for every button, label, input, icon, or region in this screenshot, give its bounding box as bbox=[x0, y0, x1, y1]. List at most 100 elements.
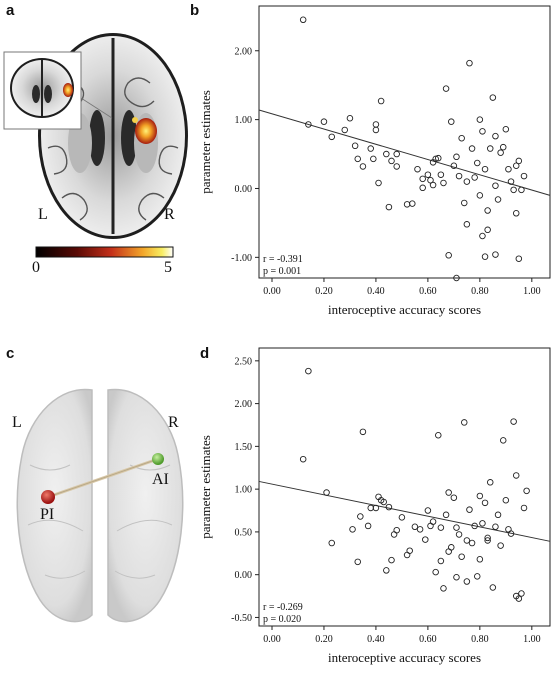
data-point bbox=[515, 595, 523, 602]
data-point bbox=[359, 428, 367, 436]
data-point bbox=[375, 179, 382, 187]
y-tick-label: 2.00 bbox=[235, 399, 253, 410]
data-point bbox=[497, 542, 504, 549]
y-tick-label: 0.00 bbox=[235, 570, 253, 581]
y-tick-label: 1.50 bbox=[235, 442, 253, 453]
data-point bbox=[474, 159, 481, 167]
data-point bbox=[450, 162, 458, 170]
data-point bbox=[445, 548, 452, 555]
pi-label: PI bbox=[40, 506, 55, 523]
data-point bbox=[518, 590, 525, 597]
data-point bbox=[437, 171, 445, 178]
data-point bbox=[437, 557, 445, 565]
data-point bbox=[466, 59, 473, 67]
data-point bbox=[481, 253, 489, 260]
data-point bbox=[463, 221, 471, 228]
y-axis-label: parameter estimates bbox=[198, 435, 213, 539]
data-point bbox=[328, 539, 335, 547]
data-point bbox=[383, 150, 390, 158]
y-tick-label: 2.50 bbox=[235, 356, 253, 367]
data-point bbox=[442, 511, 450, 519]
data-point bbox=[466, 506, 473, 513]
data-point bbox=[427, 176, 434, 184]
data-point bbox=[458, 134, 465, 142]
data-point bbox=[507, 178, 515, 185]
data-point bbox=[489, 584, 497, 591]
x-tick-label: 0.00 bbox=[263, 286, 281, 297]
x-axis-label: interoceptive accuracy scores bbox=[328, 302, 481, 317]
y-tick-label: 1.00 bbox=[235, 485, 253, 496]
data-point bbox=[432, 155, 439, 163]
data-point bbox=[429, 181, 437, 189]
data-point bbox=[341, 126, 348, 134]
x-tick-label: 0.40 bbox=[367, 634, 385, 645]
data-point bbox=[492, 132, 499, 140]
y-tick-label: -0.50 bbox=[231, 613, 252, 624]
data-point bbox=[383, 567, 390, 574]
data-point bbox=[437, 524, 445, 531]
data-point bbox=[372, 504, 380, 512]
x-tick-label: 0.60 bbox=[419, 286, 437, 297]
data-point bbox=[484, 537, 491, 544]
panel-letter-a: a bbox=[6, 2, 15, 19]
data-point bbox=[323, 489, 330, 496]
data-point bbox=[419, 184, 426, 192]
data-point bbox=[388, 556, 395, 564]
data-point bbox=[492, 523, 499, 531]
x-axis-label: interoceptive accuracy scores bbox=[328, 650, 481, 665]
stats-label: p = 0.001 bbox=[263, 266, 301, 277]
data-point bbox=[512, 472, 520, 479]
data-point bbox=[476, 192, 484, 199]
colorbar-max-label: 5 bbox=[164, 259, 172, 276]
data-point bbox=[305, 121, 312, 128]
data-point bbox=[424, 171, 432, 178]
glass-left-label: L bbox=[12, 414, 22, 431]
data-point bbox=[398, 514, 406, 521]
data-point bbox=[520, 504, 528, 512]
data-point bbox=[505, 165, 512, 173]
data-point bbox=[372, 126, 380, 134]
panel-letter-c: c bbox=[6, 345, 15, 362]
data-point bbox=[359, 163, 367, 170]
data-point bbox=[476, 556, 484, 563]
data-point bbox=[499, 143, 507, 151]
data-point bbox=[388, 157, 395, 165]
data-point bbox=[479, 128, 486, 135]
data-point bbox=[411, 523, 419, 531]
y-tick-label: 1.00 bbox=[235, 115, 253, 126]
data-point bbox=[357, 513, 364, 520]
data-point bbox=[328, 133, 335, 141]
data-point bbox=[453, 153, 460, 161]
data-point bbox=[479, 520, 486, 527]
data-point bbox=[515, 255, 523, 262]
data-point bbox=[393, 150, 400, 158]
data-point bbox=[416, 526, 424, 533]
x-tick-label: 1.00 bbox=[523, 634, 541, 645]
data-point bbox=[320, 118, 328, 125]
data-point bbox=[424, 507, 432, 514]
data-point bbox=[450, 494, 458, 501]
data-point bbox=[385, 203, 393, 211]
scatter-chart-d: 0.00 0.20 0.40 0.60 0.80 1.00 -0.50 0.00 0.50 1.0… bbox=[198, 347, 551, 665]
data-point bbox=[463, 178, 471, 185]
data-point bbox=[502, 126, 510, 133]
data-point bbox=[393, 163, 400, 170]
data-point bbox=[494, 196, 502, 203]
data-point bbox=[499, 437, 507, 444]
data-point bbox=[349, 526, 356, 533]
y-tick-label: -1.00 bbox=[231, 253, 252, 264]
data-point bbox=[299, 455, 307, 463]
stats-label: r = -0.391 bbox=[263, 254, 303, 265]
data-point bbox=[468, 539, 476, 547]
colorbar bbox=[35, 246, 174, 258]
glass-right-label: R bbox=[168, 414, 179, 431]
data-point bbox=[461, 419, 468, 426]
y-tick-label: 2.00 bbox=[235, 46, 253, 57]
data-point bbox=[474, 573, 481, 580]
data-point bbox=[481, 499, 489, 507]
data-point bbox=[510, 418, 517, 425]
data-point bbox=[380, 498, 387, 506]
data-point bbox=[497, 149, 504, 156]
data-point bbox=[354, 558, 361, 566]
brain-left-label: L bbox=[38, 206, 48, 223]
